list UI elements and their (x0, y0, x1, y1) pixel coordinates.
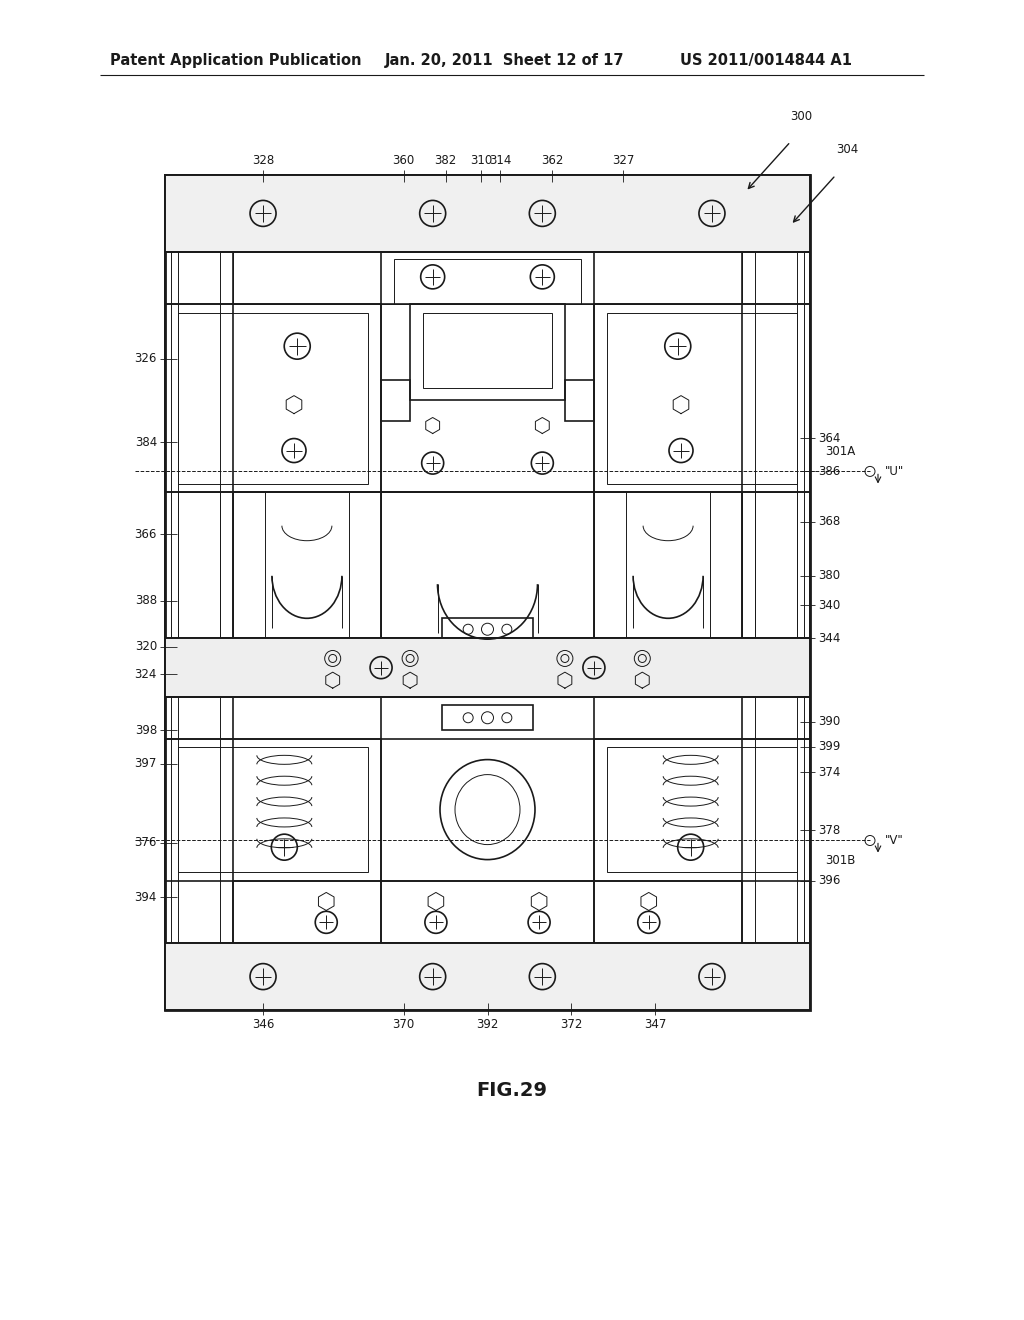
Text: 300: 300 (791, 110, 813, 123)
Bar (381, 880, 594, 944)
Bar (594, 880, 742, 944)
Text: 320: 320 (135, 640, 157, 653)
Bar (178, 747, 369, 873)
Text: 340: 340 (818, 598, 841, 611)
Bar (232, 492, 265, 639)
Bar (565, 380, 594, 421)
Bar (594, 492, 626, 639)
Bar (394, 259, 581, 305)
Text: 304: 304 (836, 144, 858, 157)
Text: US 2011/0014844 A1: US 2011/0014844 A1 (680, 53, 852, 67)
Bar (381, 697, 594, 880)
Bar (381, 492, 594, 639)
Text: 362: 362 (541, 154, 563, 168)
Text: 376: 376 (134, 837, 157, 850)
Text: 364: 364 (818, 432, 841, 445)
Bar (165, 176, 232, 1010)
Bar (607, 747, 797, 873)
Text: 360: 360 (392, 154, 415, 168)
Text: 396: 396 (818, 874, 841, 887)
Text: 380: 380 (818, 569, 840, 582)
Text: 386: 386 (818, 465, 841, 478)
Bar (165, 739, 381, 880)
Bar (165, 252, 810, 305)
Bar (594, 492, 742, 639)
Bar (178, 313, 369, 484)
Text: 366: 366 (134, 528, 157, 541)
Text: 372: 372 (560, 1018, 583, 1031)
Text: 328: 328 (252, 154, 274, 168)
Bar (165, 639, 810, 697)
Text: 399: 399 (818, 741, 841, 754)
Text: Jan. 20, 2011  Sheet 12 of 17: Jan. 20, 2011 Sheet 12 of 17 (385, 53, 625, 67)
Text: 398: 398 (135, 723, 157, 737)
Text: FIG.29: FIG.29 (476, 1081, 548, 1100)
Text: "U": "U" (885, 465, 904, 478)
Bar (165, 944, 810, 1010)
Bar (710, 492, 742, 639)
Text: 344: 344 (818, 632, 841, 645)
Text: 374: 374 (818, 766, 841, 779)
Text: 301B: 301B (825, 854, 855, 867)
Bar (171, 181, 804, 1005)
Text: 347: 347 (644, 1018, 667, 1031)
Text: 384: 384 (135, 436, 157, 449)
Text: 314: 314 (489, 154, 512, 168)
Bar (178, 176, 220, 1010)
Bar (349, 492, 381, 639)
Bar (410, 305, 565, 400)
Bar (178, 492, 220, 639)
Bar (742, 176, 810, 1010)
Bar (755, 176, 797, 1010)
Bar (607, 313, 797, 484)
Text: 392: 392 (476, 1018, 499, 1031)
Text: 327: 327 (611, 154, 634, 168)
Text: "V": "V" (885, 834, 904, 847)
Bar (442, 705, 532, 730)
Bar (165, 176, 810, 252)
Text: 368: 368 (818, 515, 841, 528)
Bar (442, 618, 532, 642)
Bar (165, 176, 810, 252)
Bar (381, 380, 410, 421)
Text: 397: 397 (134, 758, 157, 770)
Bar (165, 639, 810, 697)
Bar (381, 252, 594, 492)
Text: 301A: 301A (825, 445, 855, 458)
Text: 378: 378 (818, 824, 841, 837)
Bar (232, 252, 742, 305)
Text: 324: 324 (134, 668, 157, 681)
Bar (165, 944, 810, 1010)
Bar (165, 305, 381, 492)
Bar (594, 305, 810, 492)
Bar (165, 492, 810, 639)
Bar (165, 176, 810, 1010)
Text: 346: 346 (252, 1018, 274, 1031)
Bar (594, 739, 810, 880)
Bar (165, 697, 810, 944)
Text: 326: 326 (134, 352, 157, 366)
Bar (423, 313, 552, 388)
Text: 388: 388 (135, 594, 157, 607)
Text: 382: 382 (434, 154, 457, 168)
Text: 394: 394 (134, 891, 157, 904)
Text: Patent Application Publication: Patent Application Publication (110, 53, 361, 67)
Bar (232, 492, 381, 639)
Bar (755, 492, 797, 639)
Text: 390: 390 (818, 715, 841, 729)
Text: 370: 370 (392, 1018, 415, 1031)
Bar (232, 880, 381, 944)
Bar (165, 697, 810, 739)
Text: 310: 310 (470, 154, 493, 168)
